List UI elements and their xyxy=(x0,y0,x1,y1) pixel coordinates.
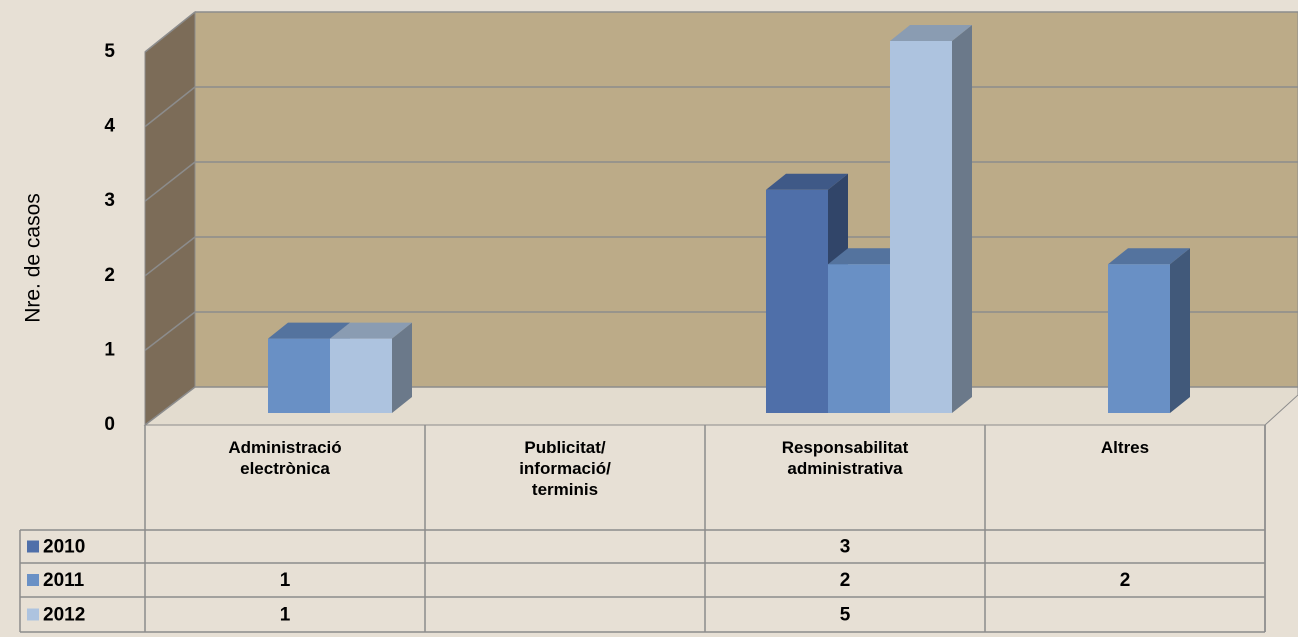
data-label: 2 xyxy=(1120,570,1131,591)
category-cell: Administració electrònica xyxy=(228,438,342,478)
y-tick-label: 1 xyxy=(104,339,115,360)
bar xyxy=(268,338,330,413)
grid-line xyxy=(144,86,196,128)
legend-label: 2010 xyxy=(43,537,85,558)
grid-line xyxy=(144,236,196,277)
bar xyxy=(890,41,952,413)
bar xyxy=(1108,264,1170,413)
bar-top xyxy=(828,248,910,265)
legend-label: 2012 xyxy=(43,605,85,626)
grid-line xyxy=(144,386,196,426)
bar-top xyxy=(766,173,848,190)
side-wall xyxy=(144,10,196,427)
category-cell: Publicitat/ informació/ terminis xyxy=(519,438,611,499)
bar-side xyxy=(952,25,972,413)
bars xyxy=(268,25,1190,413)
bar-top xyxy=(268,322,350,339)
grid-line xyxy=(144,311,196,351)
bar-top xyxy=(1108,248,1190,265)
bar xyxy=(828,264,890,413)
grid-line xyxy=(144,11,196,53)
y-tick-label: 2 xyxy=(104,265,115,286)
legend-swatch xyxy=(27,574,39,586)
x-tick-label: Administració electrònica xyxy=(228,438,342,478)
y-tick-label: 0 xyxy=(104,414,115,435)
bar-top xyxy=(890,25,972,41)
data-label: 3 xyxy=(840,537,851,558)
bar xyxy=(330,338,392,413)
legend-swatch xyxy=(27,608,39,621)
y-tick-label: 3 xyxy=(104,190,115,211)
x-tick-label: Responsabilitat administrativa xyxy=(781,438,909,478)
x-tick-label: Altres xyxy=(1100,438,1150,457)
y-tick-label: 5 xyxy=(104,41,115,62)
data-label: 2 xyxy=(840,570,851,591)
category-cell: Altres xyxy=(1100,438,1150,457)
data-table: Administració electrònica Publicitat/ inf… xyxy=(19,425,1266,633)
legend-swatch xyxy=(27,540,39,553)
grid-line xyxy=(144,161,196,202)
x-tick-label: Publicitat/ informació/ terminis xyxy=(519,438,611,499)
bar xyxy=(766,189,828,413)
y-tick-label: 4 xyxy=(104,116,115,137)
bar-side xyxy=(1170,248,1190,413)
data-label: 5 xyxy=(840,605,851,626)
legend-label: 2011 xyxy=(43,570,85,591)
y-axis-label: Nre. de casos xyxy=(22,193,45,323)
data-label: 1 xyxy=(280,570,291,591)
bar-side xyxy=(392,322,412,413)
bar-top xyxy=(330,322,412,339)
category-cell: Responsabilitat administrativa xyxy=(781,438,909,478)
data-label: 1 xyxy=(280,605,291,626)
